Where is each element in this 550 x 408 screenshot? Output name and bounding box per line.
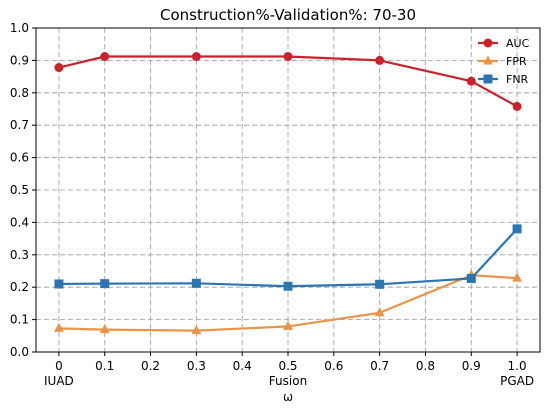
fnr-point [466, 273, 476, 283]
x-tick-label: 0 [55, 359, 63, 373]
x-axis-label: ω [283, 390, 293, 404]
y-tick-label: 1.0 [10, 21, 29, 35]
y-tick-label: 0.6 [10, 151, 29, 165]
fpr-point [99, 324, 110, 334]
legend-item-fnr: FNR [478, 73, 529, 86]
legend-marker-fnr [483, 74, 493, 84]
series-layer [53, 52, 523, 335]
auc-point [100, 52, 110, 62]
y-tick-label: 0.8 [10, 86, 29, 100]
fpr-point [512, 272, 523, 282]
x-annotation: Fusion [269, 374, 307, 388]
fpr-point [283, 320, 293, 330]
y-tick-label: 0.7 [10, 118, 29, 132]
chart-title: Construction%-Validation%: 70-30 [160, 6, 416, 24]
fpr-point [53, 322, 64, 332]
fnr-point [54, 279, 64, 289]
legend-label-auc: AUC [506, 37, 530, 50]
x-tick-label: 0.3 [187, 359, 206, 373]
legend-item-fpr: FPR [478, 55, 527, 68]
x-annotation: PGAD [500, 374, 534, 388]
fnr-point [512, 224, 522, 234]
legend: AUC FPR FNR [478, 37, 530, 86]
auc-point [283, 52, 293, 62]
x-tick-label: 0.8 [416, 359, 435, 373]
y-tick-label: 0.4 [10, 215, 29, 229]
fnr-point [283, 281, 293, 291]
auc-point [54, 63, 64, 73]
x-tick-label: 0.4 [233, 359, 252, 373]
y-tick-label: 0.1 [10, 313, 29, 327]
grid [36, 27, 540, 353]
auc-point [512, 101, 522, 111]
legend-marker-fpr [483, 55, 493, 65]
x-tick-label: 0.2 [141, 359, 160, 373]
x-tick-label: 0.1 [95, 359, 114, 373]
fpr-point [191, 325, 202, 335]
y-tick-label: 0.3 [10, 248, 29, 262]
series-fnr [54, 224, 522, 291]
y-tick-label: 0.5 [10, 183, 29, 197]
legend-label-fpr: FPR [506, 55, 527, 68]
legend-item-auc: AUC [478, 37, 530, 50]
ticks: 0 0.1 0.2 0.3 0.4 0.5 0.6 0.7 0.8 0.9 1.0 0.0 0.1 0.2… [10, 21, 527, 373]
legend-label-fnr: FNR [506, 73, 529, 86]
x-tick-label: 0.7 [370, 359, 389, 373]
auc-point [375, 55, 385, 65]
auc-point [466, 76, 476, 86]
annotations: IUAD Fusion PGAD [44, 374, 534, 388]
y-tick-label: 0.0 [10, 345, 29, 359]
fnr-point [375, 279, 385, 289]
legend-marker-auc [483, 38, 493, 48]
auc-point [191, 52, 201, 62]
x-tick-label: 1.0 [508, 359, 527, 373]
x-tick-label: 0.5 [278, 359, 297, 373]
y-tick-label: 0.9 [10, 53, 29, 67]
y-tick-label: 0.2 [10, 280, 29, 294]
x-tick-label: 0.9 [462, 359, 481, 373]
fnr-point [100, 279, 110, 289]
fnr-point [191, 278, 201, 288]
x-tick-label: 0.6 [324, 359, 343, 373]
series-auc [54, 52, 522, 111]
fpr-point [374, 307, 385, 317]
x-annotation: IUAD [44, 374, 74, 388]
